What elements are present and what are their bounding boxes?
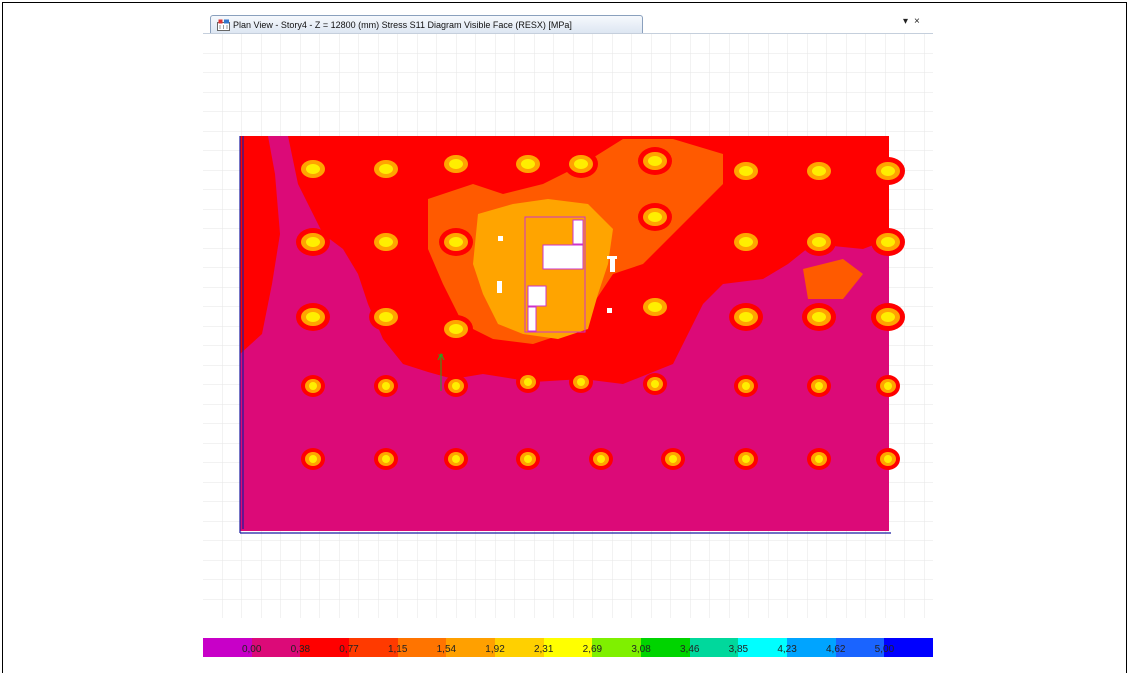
column-hotspot <box>739 237 753 247</box>
column-hotspot <box>812 166 826 176</box>
small-opening <box>607 256 617 259</box>
column-hotspot <box>812 312 826 322</box>
column-hotspot <box>379 312 393 322</box>
legend-label: 1,15 <box>387 644 408 655</box>
tab-title: Plan View - Story4 - Z = 12800 (mm) Stre… <box>233 19 572 30</box>
core-outline <box>524 216 586 333</box>
legend-swatch: 4,23 <box>777 638 836 657</box>
core-opening <box>527 285 547 307</box>
tab-underline <box>203 33 933 34</box>
column-hotspot <box>524 378 532 386</box>
column-hotspot <box>651 380 659 388</box>
legend-swatch: 4,62 <box>826 638 885 657</box>
legend-label: 4,23 <box>777 644 797 655</box>
column-hotspot <box>597 455 605 463</box>
legend-swatch: 2,69 <box>583 638 642 657</box>
legend-label: 1,54 <box>436 644 457 655</box>
column-hotspot <box>881 237 895 247</box>
close-icon[interactable]: × <box>914 16 920 27</box>
legend-label: 0,00 <box>241 644 262 655</box>
column-hotspot <box>742 455 750 463</box>
legend-swatch: 5,00 <box>875 638 934 657</box>
column-hotspot <box>574 159 588 169</box>
legend-swatch: 3,46 <box>680 638 739 657</box>
column-hotspot <box>742 382 750 390</box>
column-hotspot <box>739 312 753 322</box>
column-hotspot <box>648 212 662 222</box>
legend-label: 2,69 <box>582 644 603 655</box>
small-opening <box>607 308 612 313</box>
column-hotspot <box>309 455 317 463</box>
core-opening <box>572 219 584 245</box>
column-hotspot <box>306 164 320 174</box>
legend-swatch: 3,08 <box>631 638 690 657</box>
column-hotspot <box>379 164 393 174</box>
stress-contour <box>240 136 905 531</box>
column-hotspot <box>812 237 826 247</box>
column-hotspot <box>306 237 320 247</box>
legend-swatch: 1,92 <box>485 638 544 657</box>
column-hotspot <box>382 382 390 390</box>
legend-swatch: 2,31 <box>534 638 593 657</box>
column-hotspot <box>648 156 662 166</box>
column-hotspot <box>382 455 390 463</box>
column-hotspot <box>452 382 460 390</box>
column-hotspot <box>306 312 320 322</box>
small-opening <box>610 256 615 272</box>
column-hotspot <box>449 237 463 247</box>
axis-indicator: Y <box>437 352 445 391</box>
slab-outline <box>239 136 891 534</box>
column-hotspot <box>881 166 895 176</box>
core-opening <box>542 244 584 270</box>
column-hotspot <box>577 378 585 386</box>
legend-label: 4,62 <box>826 644 846 655</box>
column-hotspot <box>521 159 535 169</box>
mid-stress-zone-right <box>803 259 863 299</box>
column-hotspot <box>739 166 753 176</box>
column-hotspot <box>449 324 463 334</box>
stress-legend: 0,00 0,38 0,77 1,15 1,54 1,92 2,31 2,69 3,08 3,46… <box>203 638 934 657</box>
legend-label: 0,38 <box>290 644 311 655</box>
legend-label: 3,46 <box>679 644 700 655</box>
column-hotspot <box>648 302 662 312</box>
small-opening <box>497 281 502 293</box>
column-hotspot <box>309 382 317 390</box>
legend-swatch: 0,00 <box>242 638 301 657</box>
legend-label: 2,31 <box>533 644 554 655</box>
legend-label: 0,77 <box>339 644 359 655</box>
legend-swatch: 0,38 <box>291 638 350 657</box>
column-hotspot <box>884 382 892 390</box>
legend-swatch <box>203 638 252 657</box>
legend-label: 3,85 <box>728 644 749 655</box>
column-hotspot <box>815 455 823 463</box>
plan-canvas[interactable]: Y <box>203 34 933 618</box>
small-opening <box>498 236 503 241</box>
column-hotspot <box>524 455 532 463</box>
plan-view-icon <box>217 19 230 31</box>
tab-plan-view[interactable]: Plan View - Story4 - Z = 12800 (mm) Stre… <box>210 15 643 33</box>
slab-openings <box>497 216 617 333</box>
edge-stress-zone <box>240 136 280 354</box>
legend-swatch: 0,77 <box>339 638 398 657</box>
column-hotspot <box>669 455 677 463</box>
window-menu-icon[interactable]: ▾ <box>903 16 909 27</box>
legend-swatch: 1,15 <box>388 638 447 657</box>
axis-y-label: Y <box>438 353 444 362</box>
column-hotspot <box>449 159 463 169</box>
core-opening <box>527 306 537 332</box>
column-hotspot <box>881 312 895 322</box>
legend-swatch: 3,85 <box>729 638 788 657</box>
column-hotspot <box>379 237 393 247</box>
legend-label: 5,00 <box>874 644 895 655</box>
legend-label: 3,08 <box>631 644 651 655</box>
column-hotspot <box>452 455 460 463</box>
legend-label: 1,92 <box>485 644 505 655</box>
column-hotspot <box>884 455 892 463</box>
tab-controls: ▾ × <box>903 16 920 27</box>
column-hotspot <box>815 382 823 390</box>
legend-swatch: 1,54 <box>437 638 496 657</box>
